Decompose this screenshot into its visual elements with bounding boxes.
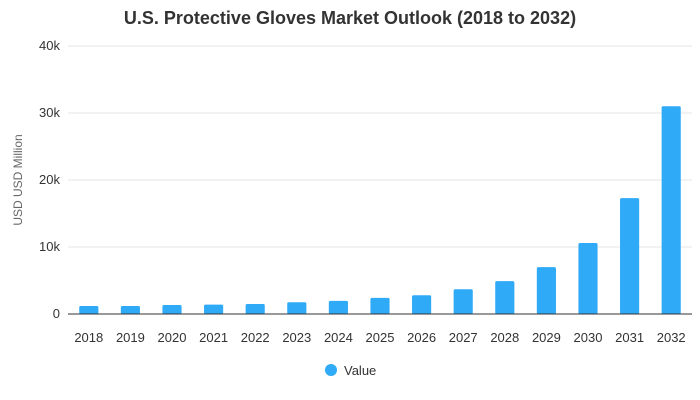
bar-2026[interactable] bbox=[412, 295, 432, 314]
bar-2032[interactable] bbox=[661, 106, 681, 314]
bar-2021[interactable] bbox=[204, 304, 224, 314]
x-tick-label: 2026 bbox=[407, 330, 436, 345]
y-tick-label: 40k bbox=[39, 38, 60, 53]
x-tick-label: 2032 bbox=[657, 330, 686, 345]
legend-label: Value bbox=[344, 363, 376, 378]
y-tick-label: 0 bbox=[53, 306, 60, 321]
chart-title: U.S. Protective Gloves Market Outlook (2… bbox=[123, 8, 577, 28]
x-tick-label: 2023 bbox=[282, 330, 311, 345]
x-tick-label: 2027 bbox=[449, 330, 478, 345]
bar-2030[interactable] bbox=[578, 242, 598, 314]
bar-2029[interactable] bbox=[536, 267, 556, 314]
bars bbox=[79, 106, 681, 314]
legend-marker bbox=[325, 364, 337, 376]
x-tick-labels: 2018 2019 2020 2021 2022 2023 2024 2025 2026 2027… bbox=[74, 330, 685, 345]
x-tick-label: 2031 bbox=[615, 330, 644, 345]
legend[interactable]: Value bbox=[325, 363, 376, 378]
y-tick-label: 30k bbox=[39, 105, 60, 120]
y-tick-label: 10k bbox=[39, 239, 60, 254]
bar-2031[interactable] bbox=[620, 198, 640, 314]
x-tick-label: 2030 bbox=[574, 330, 603, 345]
bar-2022[interactable] bbox=[245, 303, 265, 314]
x-tick-label: 2024 bbox=[324, 330, 353, 345]
x-tick-label: 2025 bbox=[366, 330, 395, 345]
x-tick-label: 2019 bbox=[116, 330, 145, 345]
x-tick-label: 2029 bbox=[532, 330, 561, 345]
bar-2019[interactable] bbox=[120, 305, 140, 314]
y-tick-label: 20k bbox=[39, 172, 60, 187]
bar-2028[interactable] bbox=[495, 281, 515, 314]
y-tick-labels: 0 10k 20k 30k 40k bbox=[39, 38, 60, 321]
bar-2020[interactable] bbox=[162, 304, 182, 314]
x-tick-label: 2018 bbox=[74, 330, 103, 345]
x-tick-label: 2021 bbox=[199, 330, 228, 345]
bar-2023[interactable] bbox=[287, 302, 307, 314]
bar-2027[interactable] bbox=[453, 289, 473, 314]
gridlines bbox=[68, 45, 692, 248]
x-tick-label: 2020 bbox=[158, 330, 187, 345]
bar-2024[interactable] bbox=[328, 300, 348, 314]
x-tick-label: 2028 bbox=[490, 330, 519, 345]
bar-2018[interactable] bbox=[79, 305, 99, 314]
bar-2025[interactable] bbox=[370, 297, 390, 314]
y-axis-title: USD USD Million bbox=[11, 134, 25, 225]
x-tick-label: 2022 bbox=[241, 330, 270, 345]
